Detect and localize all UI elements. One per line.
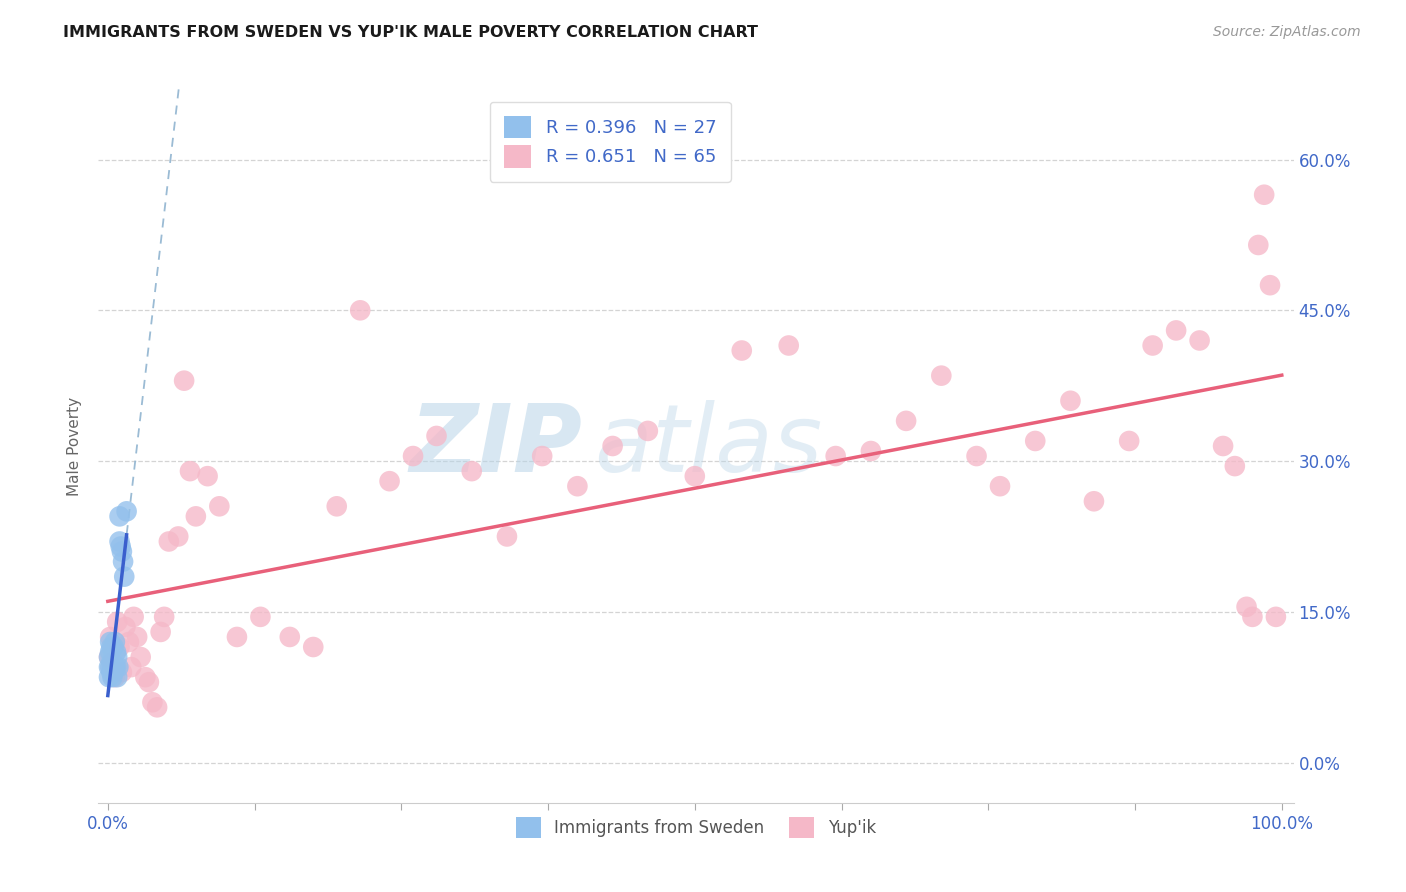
Point xyxy=(1258,278,1281,293)
Point xyxy=(146,700,169,714)
Point xyxy=(100,655,122,669)
Point xyxy=(105,660,128,674)
Point xyxy=(111,544,134,558)
Point xyxy=(98,660,121,674)
Point xyxy=(98,670,121,684)
Point xyxy=(149,624,172,639)
Point xyxy=(98,630,121,644)
Point xyxy=(157,534,180,549)
Point xyxy=(1188,334,1211,348)
Text: Source: ZipAtlas.com: Source: ZipAtlas.com xyxy=(1213,25,1361,39)
Point xyxy=(100,640,122,654)
Point xyxy=(197,469,219,483)
Point xyxy=(1024,434,1046,448)
Point xyxy=(602,439,624,453)
Point xyxy=(226,630,249,644)
Point xyxy=(98,650,121,665)
Point xyxy=(100,665,122,680)
Point xyxy=(103,640,125,654)
Point xyxy=(1241,610,1264,624)
Point xyxy=(1166,323,1188,337)
Point xyxy=(104,635,127,649)
Point xyxy=(249,610,271,624)
Legend: Immigrants from Sweden, Yup'ik: Immigrants from Sweden, Yup'ik xyxy=(509,811,883,845)
Point xyxy=(98,645,121,659)
Point xyxy=(107,660,129,674)
Point xyxy=(1247,238,1270,252)
Point xyxy=(105,650,128,665)
Point xyxy=(402,449,425,463)
Point xyxy=(325,500,347,514)
Point xyxy=(115,504,138,518)
Point xyxy=(114,620,136,634)
Point xyxy=(1236,599,1258,614)
Point xyxy=(112,569,135,583)
Point xyxy=(118,635,141,649)
Point xyxy=(108,509,131,524)
Point xyxy=(302,640,325,654)
Point xyxy=(173,374,195,388)
Point xyxy=(567,479,589,493)
Point xyxy=(103,665,125,680)
Point xyxy=(105,645,128,659)
Point xyxy=(278,630,301,644)
Point xyxy=(129,650,152,665)
Y-axis label: Male Poverty: Male Poverty xyxy=(67,396,83,496)
Point xyxy=(531,449,554,463)
Point xyxy=(105,670,128,684)
Point xyxy=(98,650,121,665)
Point xyxy=(98,635,121,649)
Point xyxy=(778,338,800,352)
Point xyxy=(859,444,882,458)
Point xyxy=(101,660,124,674)
Point xyxy=(1083,494,1105,508)
Point xyxy=(1253,187,1275,202)
Point xyxy=(988,479,1011,493)
Point xyxy=(208,500,231,514)
Point xyxy=(104,660,127,674)
Point xyxy=(98,660,121,674)
Point xyxy=(425,429,447,443)
Point xyxy=(1264,610,1286,624)
Point xyxy=(378,474,401,488)
Point xyxy=(101,670,124,684)
Point xyxy=(461,464,484,478)
Point xyxy=(134,670,156,684)
Text: ZIP: ZIP xyxy=(409,400,582,492)
Point xyxy=(966,449,988,463)
Point xyxy=(127,630,149,644)
Point xyxy=(637,424,659,438)
Point xyxy=(110,540,132,554)
Point xyxy=(894,414,917,428)
Point xyxy=(931,368,953,383)
Point xyxy=(122,610,145,624)
Point xyxy=(120,660,142,674)
Point xyxy=(1212,439,1234,453)
Point xyxy=(108,640,131,654)
Point xyxy=(153,610,176,624)
Text: IMMIGRANTS FROM SWEDEN VS YUP'IK MALE POVERTY CORRELATION CHART: IMMIGRANTS FROM SWEDEN VS YUP'IK MALE PO… xyxy=(63,25,758,40)
Point xyxy=(731,343,754,358)
Point xyxy=(101,655,124,669)
Point xyxy=(105,615,128,629)
Point xyxy=(108,534,131,549)
Point xyxy=(112,555,135,569)
Point xyxy=(104,670,127,684)
Point xyxy=(683,469,706,483)
Point xyxy=(1223,459,1246,474)
Point xyxy=(824,449,846,463)
Point xyxy=(1059,393,1081,408)
Point xyxy=(179,464,201,478)
Point xyxy=(167,529,190,543)
Point xyxy=(141,695,163,709)
Point xyxy=(138,675,160,690)
Text: atlas: atlas xyxy=(595,401,823,491)
Point xyxy=(496,529,519,543)
Point xyxy=(184,509,207,524)
Point xyxy=(111,665,134,680)
Point xyxy=(1142,338,1164,352)
Point xyxy=(1118,434,1140,448)
Point xyxy=(349,303,371,318)
